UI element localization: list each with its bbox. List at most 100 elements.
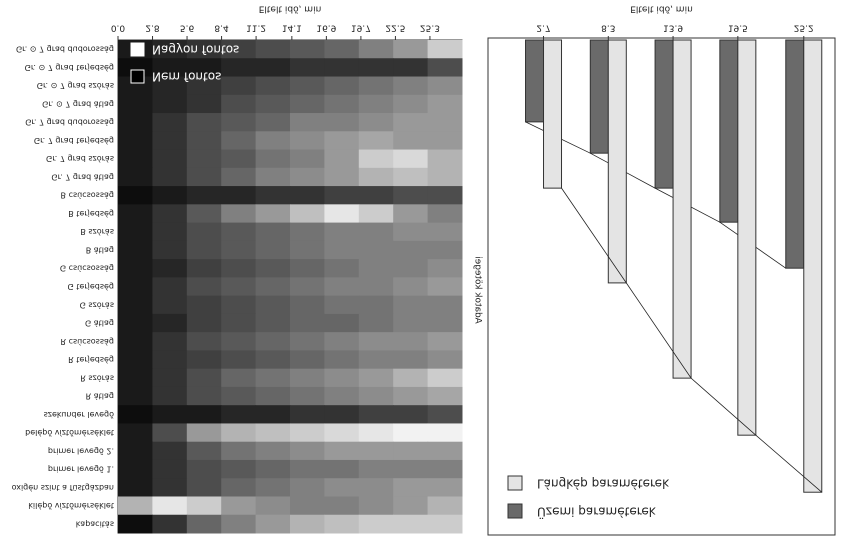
heat-cell [358, 76, 394, 96]
x-tick-label: 11.2 [246, 23, 266, 33]
heat-cell [152, 240, 188, 260]
heat-cell [393, 94, 429, 114]
heat-cell [186, 76, 222, 96]
y-axis-title: Adatok kötegei [473, 256, 483, 324]
heat-cell [324, 423, 360, 443]
row-label: Gr. 7 grad szórás [46, 154, 114, 164]
heat-cell [324, 478, 360, 497]
heat-cell [186, 459, 222, 479]
heat-cell [427, 94, 463, 114]
heat-cell [152, 441, 188, 461]
heat-cell [358, 94, 394, 114]
heat-cell [118, 131, 153, 151]
heat-cell [221, 368, 257, 388]
heat-cell [290, 459, 325, 479]
heat-cell [152, 514, 188, 534]
heat-cell [186, 113, 222, 132]
heat-cell [324, 149, 360, 169]
heat-cell [118, 149, 153, 169]
row-label: belépő víztőmérséklet [25, 428, 114, 438]
heat-cell [324, 350, 360, 370]
heat-cell [358, 40, 394, 59]
heat-cell [118, 496, 153, 516]
heat-cell [427, 113, 463, 132]
heat-cell [358, 313, 394, 333]
heat-cell [221, 277, 257, 297]
heat-cell [290, 222, 325, 242]
bar [785, 39, 805, 269]
heat-cell [152, 368, 188, 388]
heat-cell [186, 386, 222, 406]
heat-cell [393, 131, 429, 151]
heat-cell [152, 295, 188, 315]
heat-cell [290, 368, 325, 388]
heat-cell [118, 94, 153, 114]
heat-cell [186, 441, 222, 461]
heat-cell [427, 423, 463, 443]
heat-cell [152, 186, 188, 205]
heat-cell [221, 113, 257, 132]
heat-cell [186, 222, 222, 242]
row-label: B átlag [86, 245, 114, 254]
row-label: R csúcsosság [60, 337, 114, 346]
heat-cell [152, 459, 188, 479]
heat-cell [118, 204, 153, 224]
heat-cell [393, 386, 429, 406]
row-label: Gr. ⊙ 7 grad terjedség [25, 63, 114, 73]
trend-line [561, 187, 823, 493]
heat-cell [393, 240, 429, 260]
heat-cell [221, 295, 257, 315]
heat-cell [393, 149, 429, 169]
heat-cell [118, 240, 153, 260]
heat-cell [118, 113, 153, 132]
heat-cell [427, 131, 463, 151]
legend-swatch [507, 475, 523, 491]
heat-cell [393, 167, 429, 187]
heat-cell [324, 259, 360, 278]
heat-cell [324, 514, 360, 534]
row-label: R átlag [86, 392, 114, 401]
heat-cell [358, 58, 394, 78]
heat-cell [118, 441, 153, 461]
heat-cell [427, 40, 463, 59]
heat-cell [324, 295, 360, 315]
heat-cell [290, 514, 325, 534]
heat-cell [186, 405, 222, 424]
heat-cell [358, 277, 394, 297]
heat-cell [290, 131, 325, 151]
row-label: primer levegő 1. [48, 465, 114, 474]
heat-cell [358, 350, 394, 370]
heat-cell [186, 277, 222, 297]
heat-cell [427, 259, 463, 278]
heat-cell [118, 423, 153, 443]
heat-cell [255, 167, 291, 187]
heat-cell [427, 222, 463, 242]
heat-cell [393, 277, 429, 297]
heat-cell [221, 441, 257, 461]
heat-cell [186, 40, 222, 59]
heat-cell [358, 149, 394, 169]
heat-cell [358, 113, 394, 132]
heat-cell [186, 204, 222, 224]
heat-cell [290, 295, 325, 315]
heat-cell [186, 295, 222, 315]
heat-cell [290, 58, 325, 78]
heat-cell [255, 368, 291, 388]
heat-cell [118, 386, 153, 406]
row-label: Gr. ⊙ 7 grad dudorosság [16, 45, 114, 54]
x-tick-label: 8.3 [601, 23, 615, 33]
heat-cell [427, 186, 463, 205]
heat-cell [255, 423, 291, 443]
heat-cell [290, 332, 325, 351]
heat-cell [393, 423, 429, 443]
heat-cell [393, 368, 429, 388]
legend-swatch [130, 69, 145, 84]
heat-cell [221, 240, 257, 260]
heat-cell [358, 368, 394, 388]
heat-cell [118, 222, 153, 242]
heat-cell [186, 368, 222, 388]
heat-cell [393, 332, 429, 351]
heat-cell [290, 240, 325, 260]
heat-cell [152, 94, 188, 114]
heat-cell [221, 149, 257, 169]
